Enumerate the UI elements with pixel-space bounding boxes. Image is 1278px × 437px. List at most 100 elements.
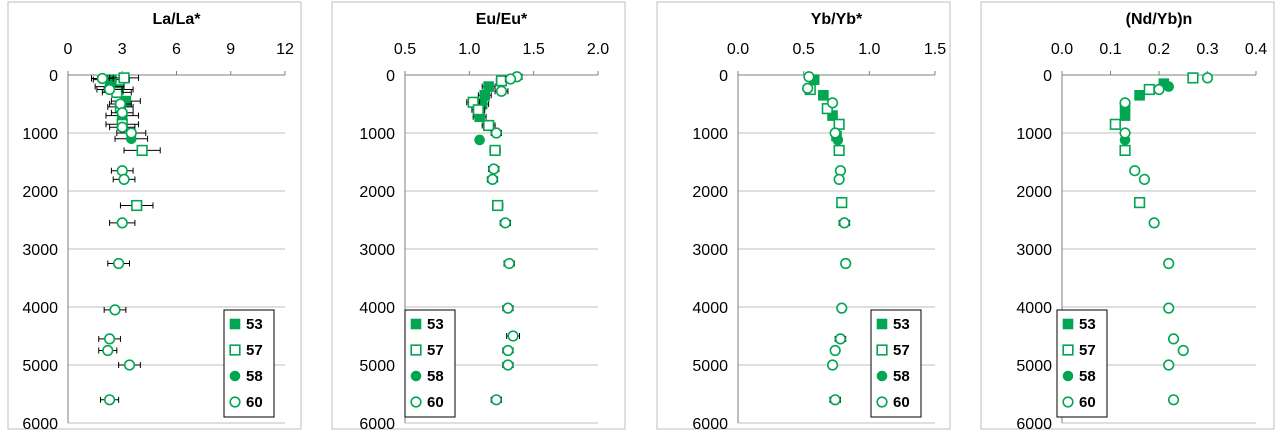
y-tick-label: 6000 (692, 416, 728, 433)
data-point-60 (118, 173, 130, 185)
chart-panel-3: Yb/Yb* 0 1000 2000 3000 4000 5000 6000 0.0 0.5 1.0… (656, 1, 951, 433)
data-point-60 (1167, 333, 1180, 345)
x-tick-label: 1.5 (523, 41, 545, 58)
data-point-57 (118, 72, 130, 84)
legend-label: 57 (427, 342, 444, 359)
data-point-60 (833, 173, 845, 185)
y-tick-label: 2000 (692, 184, 728, 201)
legend-label: 58 (893, 368, 910, 385)
series-60 (486, 71, 523, 406)
legend-marker-53 (1062, 318, 1074, 330)
y-tick-label: 2000 (22, 184, 58, 201)
data-point-60 (490, 127, 502, 139)
legend-label: 60 (893, 394, 910, 411)
series-58 (474, 134, 485, 146)
x-tick-label: 0.5 (394, 41, 416, 58)
legend-label: 57 (1079, 342, 1096, 359)
series-60 (802, 71, 852, 406)
legend-marker-57 (1062, 344, 1074, 356)
data-point-60 (495, 85, 508, 97)
y-tick-label: 0 (386, 68, 395, 85)
legend-marker-57 (876, 344, 888, 356)
legend-label: 58 (246, 368, 263, 385)
x-tick-label: 1.0 (458, 41, 480, 58)
legend-label: 53 (427, 316, 444, 333)
y-tick-label: 0 (1043, 68, 1052, 85)
x-tick-label: 2.0 (587, 41, 609, 58)
data-point-60 (488, 163, 500, 175)
x-tick-label: 0.5 (793, 41, 815, 58)
y-tick-label: 6000 (22, 416, 58, 433)
data-point-60 (1163, 359, 1175, 371)
data-point-60 (507, 330, 519, 342)
y-tick-label: 1000 (692, 126, 728, 143)
y-tick-label: 4000 (1016, 300, 1052, 317)
y-tick-label: 6000 (359, 416, 395, 433)
x-tick-label: 0.2 (1148, 41, 1170, 58)
y-tick-label: 3000 (692, 242, 728, 259)
data-point-60 (834, 333, 847, 345)
data-point-60 (102, 344, 114, 357)
data-point-57 (1143, 83, 1155, 96)
y-tick-label: 0 (49, 68, 58, 85)
legend-marker-53 (410, 318, 422, 330)
data-point-60 (490, 394, 502, 406)
data-point-60 (109, 304, 121, 316)
series-60 (91, 72, 147, 406)
series-60 (1119, 72, 1214, 406)
data-point-60 (829, 127, 841, 139)
series-57 (466, 75, 508, 212)
data-point-60 (836, 302, 848, 314)
data-point-60 (103, 83, 116, 96)
series-57 (804, 83, 848, 209)
legend-marker-58 (876, 370, 888, 382)
x-tick-label: 3 (118, 41, 127, 58)
data-point-53 (479, 90, 491, 101)
legend-label: 60 (246, 394, 263, 411)
legend-label: 53 (893, 316, 910, 333)
legend-marker-58 (410, 370, 422, 382)
x-tick-label: 0.1 (1099, 41, 1121, 58)
legend-label: 58 (427, 368, 444, 385)
data-point-58 (1163, 81, 1174, 92)
data-point-60 (1138, 173, 1151, 185)
legend-label: 57 (893, 342, 910, 359)
data-point-60 (116, 107, 128, 119)
data-point-57 (1134, 197, 1146, 209)
legend-label: 53 (246, 316, 263, 333)
data-point-60 (103, 394, 116, 406)
data-point-60 (116, 121, 128, 133)
y-tick-label: 5000 (22, 358, 58, 375)
y-tick-label: 1000 (359, 126, 395, 143)
legend-label: 60 (427, 394, 444, 411)
data-point-60 (802, 82, 814, 94)
data-point-60 (1119, 127, 1131, 139)
y-tick-label: 4000 (359, 300, 395, 317)
data-point-57 (136, 144, 148, 157)
data-point-60 (502, 359, 514, 371)
legend-marker-58 (1062, 370, 1074, 382)
data-point-60 (1163, 257, 1175, 270)
data-point-60 (125, 127, 137, 139)
y-tick-label: 1000 (22, 126, 58, 143)
data-point-57 (833, 144, 845, 157)
legend-label: 58 (1079, 368, 1096, 385)
data-point-57 (489, 144, 501, 157)
data-point-53 (818, 90, 829, 101)
y-tick-label: 6000 (1016, 416, 1052, 433)
x-tick-label: 1.5 (924, 41, 946, 58)
data-point-60 (502, 302, 514, 314)
data-point-60 (829, 344, 841, 357)
chart-title: (Nd/Yb)n (1126, 11, 1193, 28)
data-point-57 (1119, 144, 1131, 157)
data-point-58 (474, 134, 485, 146)
y-tick-label: 1000 (1016, 126, 1052, 143)
y-tick-label: 4000 (692, 300, 728, 317)
y-tick-label: 3000 (1016, 242, 1052, 259)
data-point-60 (123, 359, 136, 371)
data-point-60 (502, 344, 514, 357)
legend: 53 57 58 60 (1056, 309, 1108, 418)
data-point-60 (504, 73, 517, 85)
data-point-60 (840, 257, 852, 270)
